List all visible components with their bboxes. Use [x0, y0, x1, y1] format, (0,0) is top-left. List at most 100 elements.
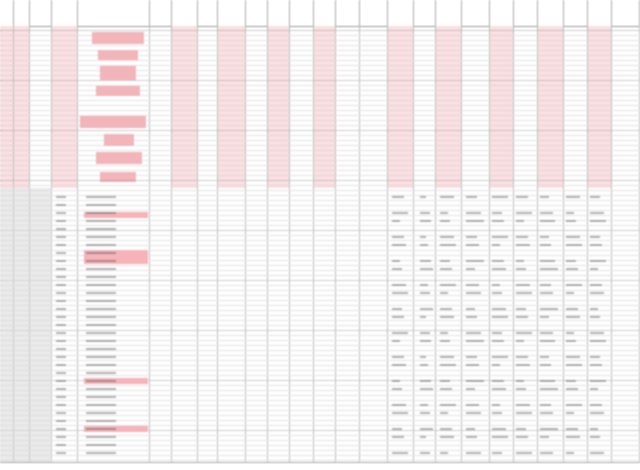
column-header-2[interactable]	[14, 0, 30, 26]
column-8	[198, 26, 218, 462]
column-header-17[interactable]	[414, 0, 436, 26]
row-divider	[0, 305, 640, 306]
column-header-20[interactable]	[490, 0, 514, 26]
cell-text	[86, 324, 116, 326]
cell-text	[392, 220, 400, 222]
cell-text	[516, 212, 532, 214]
cell-text	[56, 196, 66, 198]
column-header-25[interactable]	[612, 0, 640, 26]
column-header-10[interactable]	[246, 0, 268, 26]
cell-text	[466, 236, 477, 238]
cell-text	[420, 292, 430, 294]
cell-text	[466, 260, 484, 262]
cell-text	[392, 268, 402, 270]
cell-text	[56, 268, 66, 270]
cell-text	[566, 340, 576, 342]
row-divider	[0, 440, 640, 441]
column-header-8[interactable]	[198, 0, 218, 26]
column-header-15[interactable]	[360, 0, 388, 26]
cell-text	[440, 268, 452, 270]
cell-text	[420, 340, 432, 342]
row-divider	[0, 410, 640, 411]
cell-text	[590, 292, 604, 294]
cell-text	[590, 364, 602, 366]
cell-text	[590, 388, 598, 390]
column-header-18[interactable]	[436, 0, 462, 26]
row-divider	[0, 250, 640, 251]
row-divider	[0, 75, 640, 76]
cell-text	[516, 196, 528, 198]
cell-text	[466, 268, 475, 270]
cell-text	[590, 316, 600, 318]
cell-text	[86, 388, 116, 390]
column-header-7[interactable]	[172, 0, 198, 26]
cell-text	[440, 356, 454, 358]
cell-text	[566, 356, 580, 358]
column-header-23[interactable]	[564, 0, 588, 26]
highlight-cell	[388, 26, 414, 188]
cell-text	[540, 412, 554, 414]
cell-text	[56, 348, 66, 350]
column-header-5[interactable]	[78, 0, 150, 26]
row-divider	[0, 240, 640, 241]
row-divider	[0, 120, 640, 121]
grey-cells	[0, 188, 52, 462]
column-header-21[interactable]	[514, 0, 538, 26]
row-divider	[0, 420, 640, 421]
row-divider	[0, 340, 640, 341]
cell-text	[590, 212, 604, 214]
cell-text	[86, 268, 116, 270]
cell-text	[86, 204, 116, 206]
column-header-6[interactable]	[150, 0, 172, 26]
row-divider	[0, 30, 640, 31]
row-divider	[0, 370, 640, 371]
column-header-1[interactable]	[0, 0, 14, 26]
column-header-12[interactable]	[290, 0, 314, 26]
row-divider	[0, 455, 640, 456]
cell-text	[540, 244, 551, 246]
cell-text	[420, 244, 428, 246]
row-divider	[0, 355, 640, 356]
cell-text	[540, 220, 556, 222]
column-header-13[interactable]	[314, 0, 336, 26]
column-25	[612, 26, 640, 462]
column-header-16[interactable]	[388, 0, 414, 26]
row-divider	[0, 160, 640, 161]
cell-text	[56, 444, 66, 446]
column-16	[388, 26, 414, 462]
row-divider	[0, 35, 640, 36]
column-14	[336, 26, 360, 462]
cell-text	[492, 340, 504, 342]
cell-text	[566, 332, 574, 334]
cell-text	[86, 284, 116, 286]
column-header-24[interactable]	[588, 0, 612, 26]
column-header-19[interactable]	[462, 0, 490, 26]
cell-text	[392, 412, 408, 414]
cell-text	[86, 252, 116, 254]
column-header-4[interactable]	[52, 0, 78, 26]
column-header-14[interactable]	[336, 0, 360, 26]
cell-text	[492, 244, 500, 246]
row-divider	[0, 145, 640, 146]
cell-text	[56, 260, 66, 262]
cell-text	[56, 284, 66, 286]
cell-text	[466, 436, 477, 438]
cell-text	[492, 268, 506, 270]
row-divider	[0, 380, 640, 381]
column-header-9[interactable]	[218, 0, 246, 26]
column-header-3[interactable]	[30, 0, 52, 26]
cell-text	[566, 388, 578, 390]
cell-text	[392, 308, 402, 310]
highlight-cell	[490, 26, 514, 188]
cell-text	[392, 244, 406, 246]
row-divider	[0, 320, 640, 321]
cell-text	[86, 444, 116, 446]
cell-text	[516, 284, 530, 286]
row-divider	[0, 225, 640, 226]
cell-text	[86, 332, 116, 334]
row-divider	[0, 135, 640, 136]
column-header-11[interactable]	[268, 0, 290, 26]
column-header-22[interactable]	[538, 0, 564, 26]
cell-text	[86, 308, 116, 310]
row-divider	[0, 115, 640, 116]
